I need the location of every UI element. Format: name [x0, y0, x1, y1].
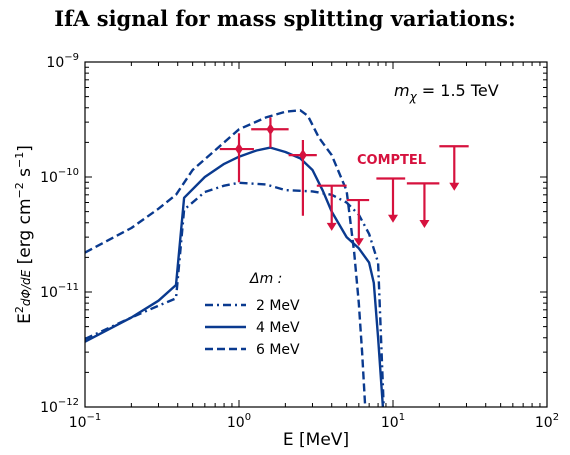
series-lines — [84, 109, 385, 408]
comptel-marker — [266, 123, 275, 136]
mass-annotation: mχ = 1.5 TeV — [394, 81, 499, 104]
y-tick-label: 10−10 — [40, 167, 79, 186]
y-tick-label: 10−12 — [40, 397, 79, 416]
series-line-4-mev — [84, 146, 385, 408]
down-arrow-icon — [326, 222, 337, 231]
comptel-upper-limit — [316, 184, 347, 231]
legend: Δm : 2 MeV 4 MeV 6 MeV — [205, 271, 300, 358]
comptel-marker — [235, 143, 243, 156]
x-tick-label: 10−1 — [69, 412, 102, 431]
down-arrow-icon — [419, 220, 430, 229]
comptel-label: COMPTEL — [357, 153, 426, 168]
legend-entry: 4 MeV — [256, 320, 300, 336]
legend-entry: 6 MeV — [256, 342, 300, 358]
chart-title: IfA signal for mass splitting variations… — [54, 6, 516, 31]
comptel-point — [219, 133, 254, 183]
series-line-6-mev — [84, 109, 367, 408]
x-tick-label: 102 — [535, 412, 559, 431]
axis-ticks: 10−1 100 101 102 10−12 10−11 10−10 10−9 — [40, 52, 559, 431]
plot-frame — [84, 61, 548, 408]
y-tick-label: 10−11 — [40, 282, 79, 301]
x-tick-label: 100 — [227, 412, 251, 431]
x-axis-label: E [MeV] — [283, 430, 349, 450]
comptel-data: COMPTEL mχ = 1.5 TeV — [219, 81, 499, 247]
y-axis-label: E2dΦ/dE [erg cm−2 s−1] — [13, 145, 35, 324]
down-arrow-icon — [353, 238, 364, 247]
legend-entry: 2 MeV — [256, 298, 300, 314]
down-arrow-icon — [449, 182, 460, 191]
comptel-point — [288, 139, 317, 216]
legend-title: Δm : — [249, 271, 282, 287]
comptel-upper-limit — [406, 182, 440, 229]
comptel-point — [251, 117, 289, 148]
comptel-upper-limit — [376, 177, 406, 223]
comptel-marker — [298, 149, 307, 162]
axis-labels: E [MeV] E2dΦ/dE [erg cm−2 s−1] — [13, 145, 349, 450]
series-line-2-mev — [84, 181, 385, 408]
y-tick-label: 10−9 — [46, 52, 79, 71]
comptel-upper-limit — [346, 198, 370, 247]
comptel-upper-limit — [439, 145, 469, 191]
x-tick-label: 101 — [381, 412, 405, 431]
down-arrow-icon — [388, 214, 398, 223]
